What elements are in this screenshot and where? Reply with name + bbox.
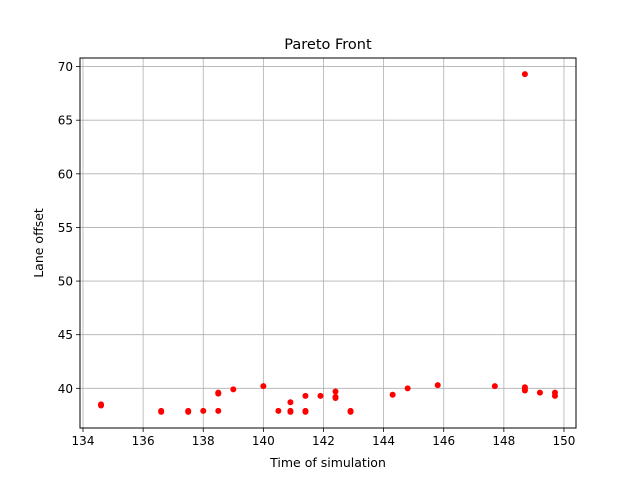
- data-point: [230, 386, 237, 393]
- y-axis-ticks: 40 45 50 55 60 65 70: [58, 60, 80, 396]
- x-tick-label: 140: [252, 434, 275, 448]
- data-point: [521, 71, 528, 78]
- x-tick-label: 144: [372, 434, 395, 448]
- data-point: [317, 392, 324, 399]
- data-point: [98, 402, 105, 409]
- data-point: [200, 407, 207, 414]
- data-point: [551, 392, 558, 399]
- x-tick-label: 138: [192, 434, 215, 448]
- data-point: [302, 408, 309, 415]
- data-point: [215, 407, 222, 414]
- data-point: [521, 387, 528, 394]
- x-tick-label: 142: [312, 434, 335, 448]
- data-point: [302, 392, 309, 399]
- data-point: [260, 383, 267, 390]
- x-axis-label: Time of simulation: [269, 455, 386, 470]
- data-point: [287, 408, 294, 415]
- data-points: [98, 71, 558, 415]
- y-tick-label: 60: [58, 167, 73, 181]
- x-axis-ticks: 134 136 138 140 142 144 146 148 150: [72, 428, 576, 448]
- data-point: [332, 394, 339, 401]
- x-tick-label: 150: [553, 434, 576, 448]
- data-point: [215, 390, 222, 397]
- data-point: [389, 391, 396, 398]
- x-tick-label: 136: [132, 434, 155, 448]
- data-point: [275, 407, 282, 414]
- data-point: [536, 389, 543, 396]
- x-tick-label: 148: [492, 434, 515, 448]
- data-point: [347, 408, 354, 415]
- y-tick-label: 50: [58, 275, 73, 289]
- data-point: [491, 383, 498, 390]
- data-point: [158, 408, 165, 415]
- grid-lines: [80, 58, 576, 428]
- plot-frame: [79, 57, 577, 429]
- data-point: [404, 385, 411, 392]
- y-tick-label: 70: [58, 60, 73, 74]
- y-axis-label: Lane offset: [31, 208, 46, 278]
- y-tick-label: 40: [58, 382, 73, 396]
- x-tick-label: 146: [432, 434, 455, 448]
- data-point: [434, 382, 441, 389]
- chart-title: Pareto Front: [284, 37, 372, 53]
- data-point: [332, 388, 339, 395]
- x-tick-label: 134: [72, 434, 95, 448]
- y-tick-label: 65: [58, 114, 73, 128]
- data-point: [185, 408, 192, 415]
- y-tick-label: 55: [58, 221, 73, 235]
- data-point: [287, 399, 294, 406]
- y-tick-label: 45: [58, 328, 73, 342]
